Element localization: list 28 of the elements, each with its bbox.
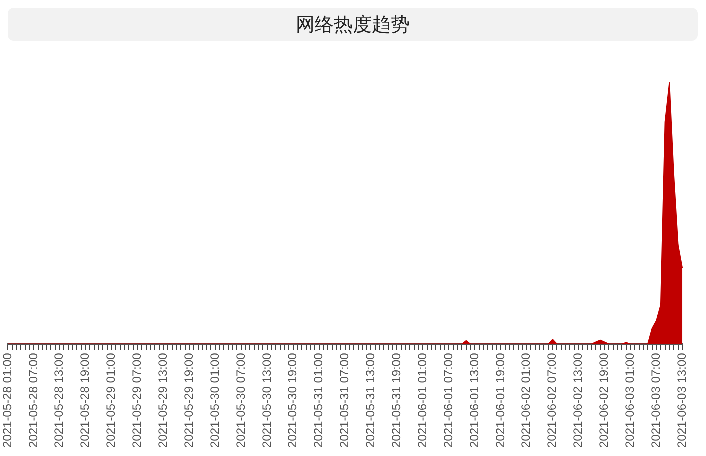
x-tick-label: 2021-05-30 19:00 (286, 352, 300, 448)
x-tick-label: 2021-05-28 19:00 (78, 352, 92, 448)
x-tick-label: 2021-06-02 19:00 (597, 352, 612, 448)
x-tick-label: 2021-05-31 01:00 (312, 352, 326, 448)
x-tick-label: 2021-05-29 01:00 (104, 352, 118, 448)
x-tick-label: 2021-05-30 07:00 (234, 352, 248, 448)
x-tick-label: 2021-05-31 19:00 (390, 352, 404, 448)
x-tick-label: 2021-06-01 01:00 (415, 352, 430, 448)
x-tick-label: 2021-06-01 07:00 (441, 352, 456, 448)
x-tick-label: 2021-05-31 13:00 (364, 352, 378, 448)
x-tick-label: 2021-05-28 07:00 (26, 352, 40, 448)
x-tick-label: 2021-06-03 07:00 (648, 352, 663, 448)
x-tick-label: 2021-05-29 13:00 (156, 352, 170, 448)
x-tick-label: 2021-06-02 13:00 (571, 352, 586, 448)
chart-title: 网络热度趋势 (8, 8, 698, 41)
x-tick-label: 2021-05-31 07:00 (338, 352, 352, 448)
x-tick-label: 2021-06-01 19:00 (493, 352, 508, 448)
x-tick-label: 2021-05-28 13:00 (52, 352, 66, 448)
x-tick-label: 2021-05-30 13:00 (260, 352, 274, 448)
x-tick-label: 2021-05-28 01:00 (0, 352, 14, 448)
x-tick-label: 2021-06-03 01:00 (623, 352, 638, 448)
x-tick-label: 2021-06-03 13:00 (674, 352, 689, 448)
x-tick-label: 2021-05-29 07:00 (130, 352, 144, 448)
x-tick-label: 2021-05-30 01:00 (208, 352, 222, 448)
x-tick-label: 2021-06-02 01:00 (519, 352, 534, 448)
x-tick-label: 2021-05-29 19:00 (182, 352, 196, 448)
x-tick-label: 2021-06-01 13:00 (467, 352, 482, 448)
x-tick-label: 2021-06-02 07:00 (545, 352, 560, 448)
